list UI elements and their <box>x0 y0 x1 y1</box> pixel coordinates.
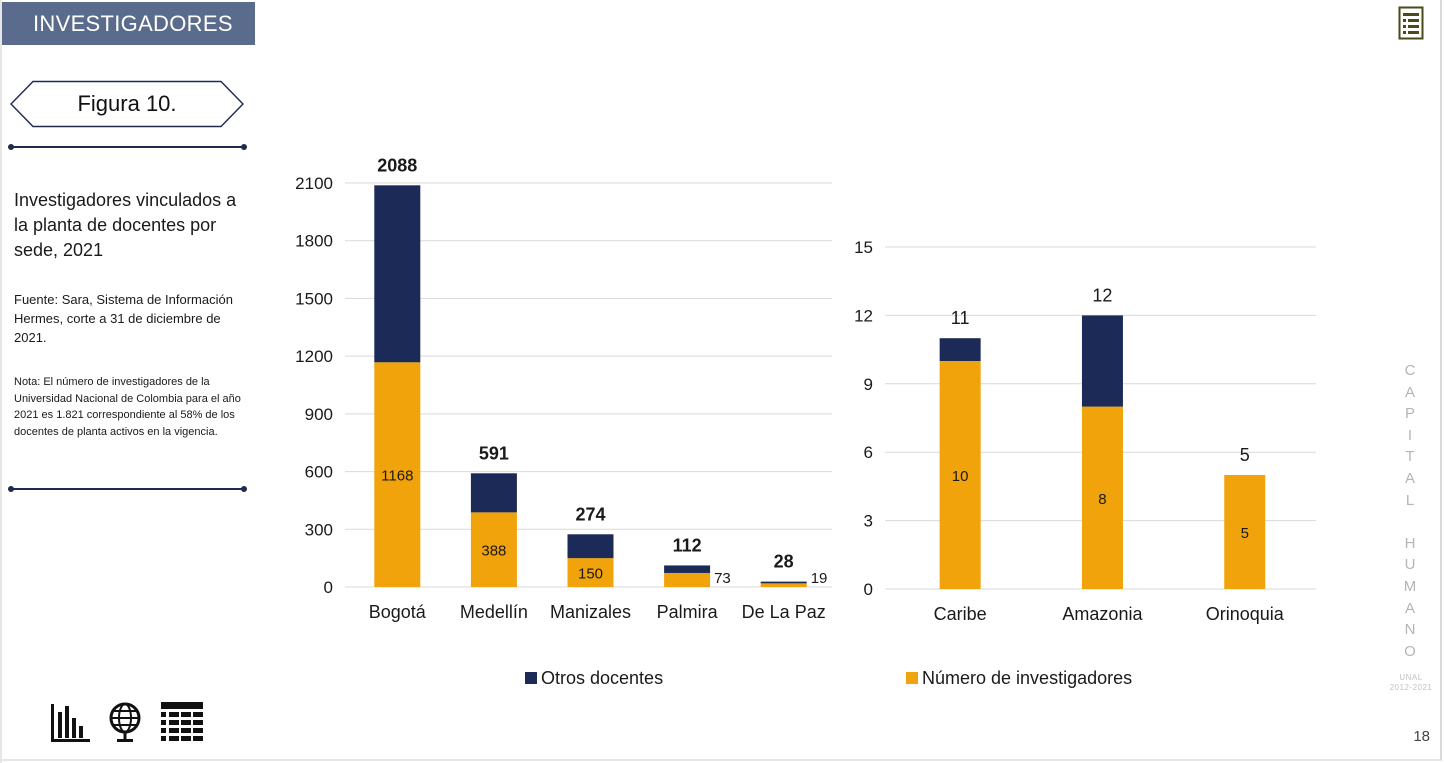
section-banner: INVESTIGADORES <box>2 2 255 45</box>
figure-source: Fuente: Sara, Sistema de Información Her… <box>14 292 233 345</box>
bar-investigadores <box>1224 475 1266 589</box>
x-category-label: Bogotá <box>369 602 427 622</box>
bar-investigadores <box>760 583 807 587</box>
legend-label-investigadores: Número de investigadores <box>922 667 1133 688</box>
x-category-label: Caribe <box>934 604 987 624</box>
y-tick-label: 0 <box>864 580 873 599</box>
y-tick-label: 12 <box>854 306 873 325</box>
bar-otros <box>1081 315 1123 407</box>
bar-otros <box>664 565 711 573</box>
unal-brand: UNAL <box>1399 673 1423 682</box>
side-word-letter: H <box>1404 534 1416 552</box>
bar-investigadores <box>939 361 981 589</box>
legend-item-investigadores: Número de investigadores <box>906 666 1132 690</box>
x-category-label: Palmira <box>657 602 719 622</box>
data-label-investigadores: 1168 <box>381 468 413 485</box>
side-word-letter: A <box>1404 383 1415 401</box>
legend-swatch-otros <box>525 672 537 684</box>
bar-investigadores <box>567 558 614 587</box>
data-label-total: 5 <box>1240 445 1250 465</box>
side-word-letter: P <box>1404 405 1415 423</box>
side-word-letter: L <box>1405 491 1415 509</box>
side-word-letter: M <box>1403 577 1417 595</box>
figure-label: Figura 10. <box>9 80 245 128</box>
left-border <box>0 0 2 763</box>
top-divider <box>8 144 247 150</box>
table-icon[interactable] <box>160 700 204 744</box>
x-category-label: Manizales <box>550 602 631 622</box>
data-label-total: 274 <box>575 504 605 524</box>
y-tick-label: 600 <box>305 463 333 482</box>
data-label-investigadores: 19 <box>811 570 828 587</box>
x-category-label: Amazonia <box>1062 604 1143 624</box>
page-number: 18 <box>1413 728 1430 745</box>
y-tick-label: 300 <box>305 520 333 539</box>
figure-label-frame <box>10 80 244 128</box>
data-label-investigadores: 10 <box>952 468 969 485</box>
y-tick-label: 3 <box>864 512 873 531</box>
globe-icon[interactable] <box>105 700 145 744</box>
data-label-total: 2088 <box>377 155 417 175</box>
bottom-divider <box>8 486 247 492</box>
bar-otros <box>760 581 807 584</box>
bar-chart-icon[interactable] <box>48 700 92 744</box>
y-tick-label: 15 <box>854 238 873 257</box>
y-tick-label: 1200 <box>295 347 333 366</box>
bar-otros <box>374 185 421 363</box>
data-label-investigadores: 150 <box>578 566 603 583</box>
side-word-letter: C <box>1404 362 1416 379</box>
side-word-letter <box>1400 511 1420 533</box>
side-word-letter: T <box>1405 448 1415 466</box>
side-word-letter: O <box>1404 642 1416 660</box>
legend-item-otros: Otros docentes <box>525 666 663 690</box>
y-tick-label: 1500 <box>295 289 333 308</box>
side-word-letter: A <box>1404 469 1415 487</box>
y-tick-label: 0 <box>324 578 333 597</box>
figure-title: Investigadores vinculados a la planta de… <box>14 190 237 260</box>
y-tick-label: 2100 <box>295 174 333 193</box>
x-category-label: Orinoquia <box>1206 604 1285 624</box>
bar-investigadores <box>470 512 517 587</box>
side-word-letter: I <box>1407 426 1413 444</box>
data-label-total: 112 <box>673 535 702 555</box>
data-label-investigadores: 5 <box>1241 525 1249 542</box>
y-tick-label: 6 <box>864 443 873 462</box>
x-category-label: De La Paz <box>742 602 826 622</box>
y-tick-label: 1800 <box>295 232 333 251</box>
data-label-investigadores: 73 <box>714 570 731 587</box>
bar-otros <box>939 338 981 361</box>
side-word-letter: N <box>1404 621 1416 639</box>
y-tick-label: 9 <box>864 375 873 394</box>
data-label-total: 28 <box>774 552 794 572</box>
data-label-total: 591 <box>479 443 509 463</box>
figure-label-text: Figura 10. <box>77 91 177 116</box>
unal-years: 2012-2021 <box>1389 683 1433 692</box>
data-label-total: 12 <box>1092 285 1112 305</box>
unal-mark: UNAL 2012-2021 <box>1382 673 1440 693</box>
legend-label-otros: Otros docentes <box>541 667 664 688</box>
bar-investigadores <box>374 362 421 587</box>
bar-otros <box>470 473 517 513</box>
data-label-investigadores: 388 <box>481 543 506 560</box>
x-category-label: Medellín <box>460 602 528 622</box>
bar-investigadores <box>1081 406 1123 589</box>
legend-swatch-investigadores <box>906 672 918 684</box>
side-word-letter: A <box>1404 599 1415 617</box>
bar-otros <box>567 534 614 559</box>
bar-investigadores <box>664 572 711 587</box>
data-label-total: 11 <box>951 308 970 328</box>
y-tick-label: 900 <box>305 405 333 424</box>
side-word-letter: U <box>1404 556 1416 574</box>
data-label-investigadores: 8 <box>1098 491 1106 508</box>
document-list-icon[interactable] <box>1398 6 1424 40</box>
figure-note: Nota: El número de investigadores de la … <box>14 376 241 438</box>
